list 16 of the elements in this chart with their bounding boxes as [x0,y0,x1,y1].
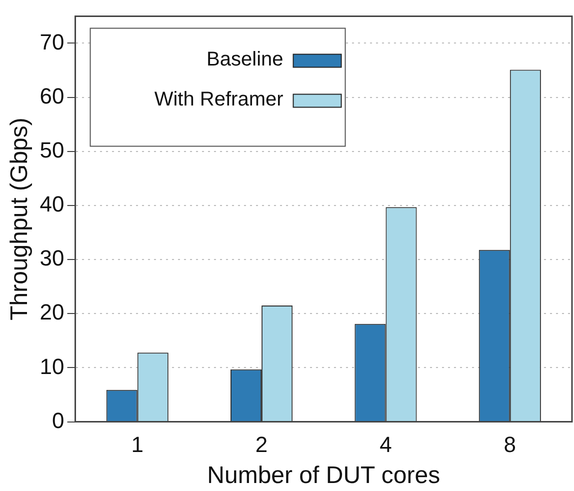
x-axis-title: Number of DUT cores [207,462,440,490]
x-tick-label: 8 [504,432,516,458]
y-tick-label: 0 [52,408,64,433]
y-axis-title: Throughput (Gbps) [6,118,34,320]
y-tick-label: 30 [40,246,64,271]
y-tick-label: 20 [40,300,64,325]
y-tick-label: 60 [40,83,64,108]
x-tick-label: 1 [131,432,144,458]
legend-label: With Reframer [154,88,284,111]
y-tick-label: 10 [40,354,64,379]
x-tick-label: 2 [255,432,268,458]
y-tick-label: 50 [40,137,64,162]
y-tick-label: 40 [40,192,64,217]
legend-label: Baseline [206,48,284,71]
x-tick-label: 4 [380,432,392,458]
y-tick-label: 70 [40,29,64,54]
